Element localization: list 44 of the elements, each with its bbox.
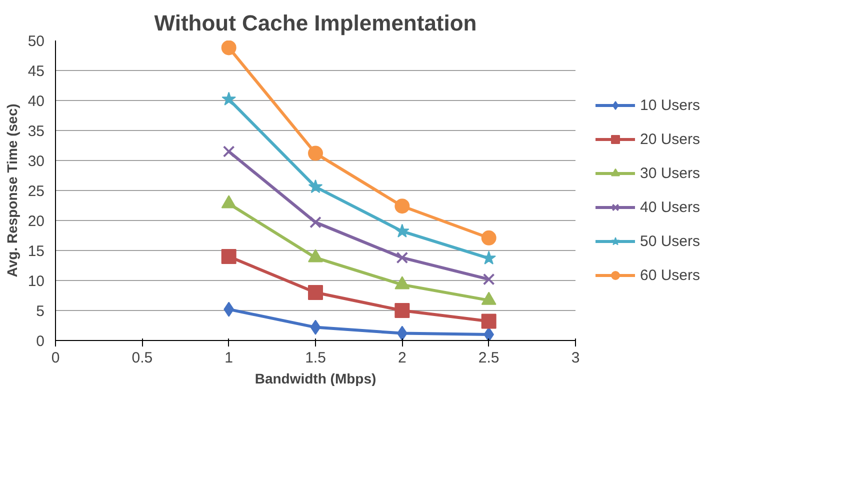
point bbox=[310, 216, 322, 228]
x-tick-label: 2 bbox=[398, 350, 406, 366]
x-tick-label: 0.5 bbox=[132, 350, 153, 366]
point bbox=[222, 92, 236, 106]
legend-label: 20 Users bbox=[640, 130, 700, 148]
point bbox=[482, 273, 495, 286]
point bbox=[221, 249, 236, 264]
point bbox=[221, 40, 236, 56]
point bbox=[395, 224, 410, 238]
legend-label: 10 Users bbox=[640, 96, 700, 114]
y-tick-label: 20 bbox=[28, 213, 45, 230]
y-tick-label: 40 bbox=[28, 93, 45, 110]
point bbox=[308, 179, 323, 194]
y-tick-label: 5 bbox=[36, 303, 44, 320]
legend-label: 50 Users bbox=[640, 232, 700, 250]
chart-title: Without Cache Implementation bbox=[154, 10, 477, 36]
point bbox=[310, 320, 321, 335]
legend-label: 40 Users bbox=[640, 198, 700, 216]
y-tick-label: 0 bbox=[36, 333, 44, 350]
point bbox=[222, 146, 235, 158]
legend-label: 60 Users bbox=[640, 266, 700, 284]
x-tick-label: 1 bbox=[224, 350, 234, 366]
point bbox=[394, 303, 410, 318]
point bbox=[397, 326, 408, 340]
y-tick-label: 45 bbox=[28, 63, 45, 80]
point bbox=[394, 198, 410, 214]
point bbox=[481, 314, 496, 329]
point bbox=[484, 327, 494, 340]
point bbox=[308, 285, 323, 300]
x-tick-label: 1.5 bbox=[305, 350, 326, 366]
y-tick-label: 25 bbox=[28, 183, 45, 200]
y-tick-label: 35 bbox=[28, 123, 45, 140]
x-tick-label: 2.5 bbox=[478, 350, 500, 366]
y-tick-label: 50 bbox=[28, 33, 45, 50]
y-tick-label: 15 bbox=[28, 243, 45, 260]
legend-label: 30 Users bbox=[640, 164, 700, 182]
y-axis-title: Avg. Response Time (sec) bbox=[4, 104, 20, 278]
y-tick-label: 30 bbox=[28, 153, 45, 170]
point bbox=[481, 230, 496, 246]
y-tick-label: 10 bbox=[28, 273, 45, 290]
x-tick-label: 3 bbox=[571, 350, 580, 366]
x-tick-label: 0 bbox=[51, 350, 60, 366]
point bbox=[396, 252, 408, 264]
point bbox=[308, 146, 323, 161]
